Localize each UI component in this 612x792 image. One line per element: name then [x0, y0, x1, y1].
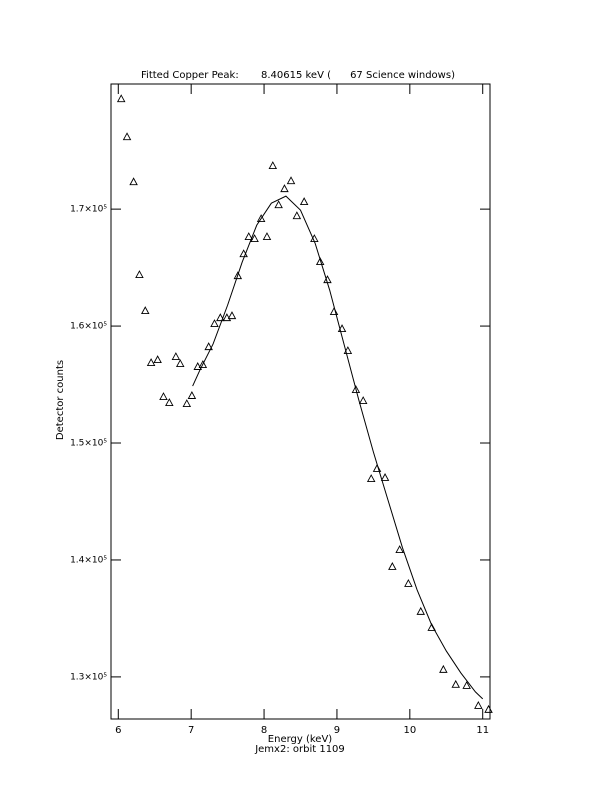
y-tick-label: 1.5×10⁵ — [70, 439, 107, 449]
data-point — [358, 396, 368, 404]
data-point — [404, 578, 413, 587]
fit-line — [192, 195, 484, 700]
data-point — [159, 392, 168, 401]
plot-frame — [110, 83, 491, 720]
data-point — [175, 359, 185, 368]
data-point — [388, 562, 397, 570]
data-point — [262, 232, 272, 241]
data-point — [292, 211, 302, 220]
x-tick-label: 7 — [188, 725, 194, 736]
x-tick-label: 11 — [476, 725, 489, 736]
data-point — [250, 234, 259, 243]
data-point — [171, 352, 181, 361]
y-tick-label: 1.4×10⁵ — [70, 555, 107, 565]
data-point — [280, 184, 289, 193]
data-point — [210, 319, 219, 328]
data-point — [198, 360, 208, 368]
data-point — [439, 664, 448, 673]
data-point — [135, 270, 144, 279]
data-point — [116, 94, 126, 103]
data-point — [256, 214, 266, 223]
data-point — [153, 355, 162, 364]
data-point — [222, 313, 232, 322]
data-point — [274, 200, 283, 209]
data-point — [244, 232, 254, 241]
data-point — [129, 177, 138, 186]
data-point — [122, 132, 132, 141]
data-point — [315, 257, 325, 266]
y-axis-label: Detector counts — [55, 360, 66, 440]
x-tick-label: 8 — [261, 725, 267, 736]
data-point — [351, 385, 361, 393]
y-tick-label: 1.6×10⁵ — [70, 322, 107, 332]
data-point — [451, 679, 460, 688]
x-tick-label: 6 — [115, 725, 121, 736]
data-point — [233, 271, 243, 280]
data-point — [484, 704, 493, 713]
y-tick-label: 1.7×10⁵ — [70, 205, 107, 215]
x-tick-label: 10 — [403, 725, 416, 736]
data-point — [204, 342, 213, 351]
x-axis-label: Energy (keV) — [268, 734, 333, 745]
x-tick-label: 9 — [334, 725, 340, 736]
data-point — [187, 391, 197, 399]
data-point — [416, 606, 426, 615]
data-point — [462, 680, 471, 689]
data-point — [182, 399, 192, 408]
data-point — [141, 306, 150, 315]
data-point — [380, 473, 390, 481]
data-point — [193, 362, 202, 370]
subtitle: Jemx2: orbit 1109 — [254, 744, 345, 755]
data-point — [216, 313, 225, 322]
data-point — [299, 197, 309, 206]
data-point — [329, 307, 339, 315]
data-point — [268, 161, 278, 170]
data-point — [366, 474, 376, 482]
data-point — [286, 176, 296, 185]
data-point — [165, 398, 174, 406]
data-point — [395, 545, 404, 553]
data-point — [146, 358, 156, 366]
data-point — [227, 311, 237, 320]
data-point — [474, 700, 483, 709]
y-tick-label: 1.3×10⁵ — [70, 672, 107, 682]
chart-title: Fitted Copper Peak: 8.40615 keV ( 67 Sci… — [141, 70, 455, 81]
